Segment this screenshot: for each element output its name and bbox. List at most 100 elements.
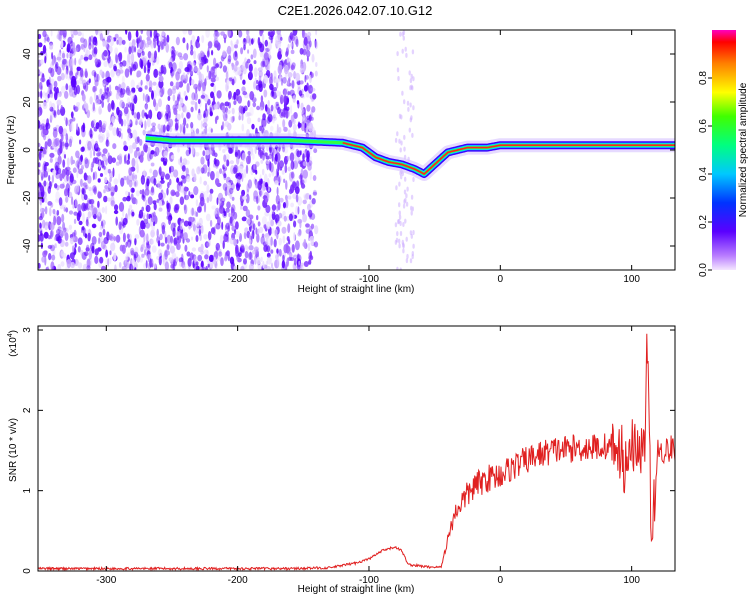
noise-blob bbox=[176, 51, 179, 56]
noise-blob bbox=[260, 124, 265, 134]
noise-blob bbox=[404, 46, 407, 52]
noise-blob bbox=[300, 108, 305, 115]
noise-blob bbox=[72, 30, 78, 36]
noise-blob bbox=[175, 122, 179, 131]
noise-blob bbox=[169, 245, 176, 254]
noise-blob bbox=[222, 65, 227, 73]
noise-blob bbox=[207, 171, 210, 177]
noise-blob bbox=[242, 195, 248, 200]
noise-blob bbox=[158, 75, 164, 83]
noise-blob bbox=[128, 167, 133, 176]
noise-blob bbox=[204, 58, 209, 64]
noise-blob bbox=[298, 260, 301, 265]
noise-blob bbox=[158, 256, 162, 266]
noise-blob bbox=[122, 232, 126, 243]
noise-blob bbox=[224, 101, 230, 107]
noise-blob bbox=[164, 236, 168, 244]
noise-blob bbox=[166, 203, 170, 210]
noise-blob bbox=[40, 85, 43, 91]
noise-blob bbox=[135, 147, 140, 152]
noise-blob bbox=[238, 105, 243, 114]
noise-blob bbox=[195, 211, 199, 217]
noise-blob bbox=[150, 162, 155, 167]
colorbar-label: Normalized spectral amplitude bbox=[738, 82, 749, 217]
noise-blob bbox=[105, 139, 110, 147]
noise-blob bbox=[299, 47, 304, 55]
noise-blob bbox=[147, 146, 151, 154]
noise-blob bbox=[134, 150, 138, 159]
noise-blob bbox=[102, 244, 107, 250]
noise-blob bbox=[232, 115, 235, 122]
noise-blob bbox=[106, 93, 110, 103]
noise-blob bbox=[271, 169, 275, 177]
noise-blob bbox=[106, 86, 109, 93]
noise-blob bbox=[85, 47, 89, 57]
noise-blob bbox=[127, 214, 131, 220]
noise-blob bbox=[275, 194, 280, 205]
noise-blob bbox=[50, 261, 55, 270]
noise-blob bbox=[282, 202, 287, 209]
noise-blob bbox=[132, 142, 137, 150]
noise-blob bbox=[127, 53, 131, 63]
noise-blob bbox=[124, 68, 130, 78]
noise-blob bbox=[199, 164, 203, 175]
noise-blob bbox=[168, 242, 173, 248]
noise-blob bbox=[153, 178, 157, 186]
noise-blob bbox=[411, 132, 414, 138]
noise-blob bbox=[152, 200, 157, 205]
noise-blob bbox=[264, 39, 268, 47]
noise-blob bbox=[280, 77, 284, 86]
noise-blob bbox=[262, 60, 266, 68]
top-ytick-label: 0 bbox=[22, 147, 33, 153]
noise-blob bbox=[266, 159, 270, 165]
noise-blob bbox=[176, 231, 181, 237]
noise-blob bbox=[127, 110, 130, 119]
noise-blob bbox=[99, 173, 104, 177]
noise-blob bbox=[263, 223, 267, 229]
noise-blob bbox=[84, 144, 87, 153]
snr-panel: -300 -200 -100 0 100 0 1 2 3 Height of straight … bbox=[7, 325, 676, 595]
noise-blob bbox=[221, 121, 225, 130]
noise-blob bbox=[300, 80, 304, 85]
noise-blob bbox=[266, 266, 271, 270]
noise-blob bbox=[49, 106, 54, 112]
noise-blob bbox=[307, 209, 313, 218]
noise-blob bbox=[111, 100, 115, 110]
noise-blob bbox=[114, 264, 117, 270]
noise-blob bbox=[180, 180, 183, 187]
noise-blob bbox=[126, 233, 130, 240]
noise-blob bbox=[43, 164, 47, 172]
noise-blob bbox=[110, 242, 116, 252]
noise-blob bbox=[134, 267, 137, 270]
noise-blob bbox=[222, 111, 225, 119]
noise-blob bbox=[214, 152, 218, 158]
noise-blob bbox=[80, 249, 84, 256]
noise-blob bbox=[48, 67, 53, 74]
noise-blob bbox=[284, 109, 290, 119]
noise-blob bbox=[41, 256, 46, 263]
noise-blob bbox=[107, 235, 113, 241]
noise-blob bbox=[52, 109, 57, 116]
noise-blob bbox=[57, 75, 62, 82]
noise-blob bbox=[260, 159, 264, 164]
noise-blob bbox=[194, 92, 198, 101]
noise-blob bbox=[268, 213, 272, 223]
noise-blob bbox=[166, 113, 170, 122]
noise-blob bbox=[247, 49, 250, 54]
noise-blob bbox=[306, 50, 311, 58]
noise-blob bbox=[310, 87, 316, 92]
noise-blob bbox=[88, 186, 92, 192]
noise-blob bbox=[170, 119, 173, 128]
noise-blob bbox=[123, 106, 129, 115]
noise-blob bbox=[191, 247, 197, 252]
noise-blob bbox=[48, 174, 51, 182]
noise-blob bbox=[256, 233, 260, 243]
noise-blob bbox=[77, 105, 80, 110]
noise-blob bbox=[231, 78, 235, 86]
noise-blob bbox=[280, 36, 283, 41]
noise-blob bbox=[182, 30, 188, 35]
noise-blob bbox=[290, 162, 294, 170]
noise-blob bbox=[118, 155, 123, 165]
noise-blob bbox=[410, 210, 413, 216]
noise-blob bbox=[401, 31, 404, 37]
